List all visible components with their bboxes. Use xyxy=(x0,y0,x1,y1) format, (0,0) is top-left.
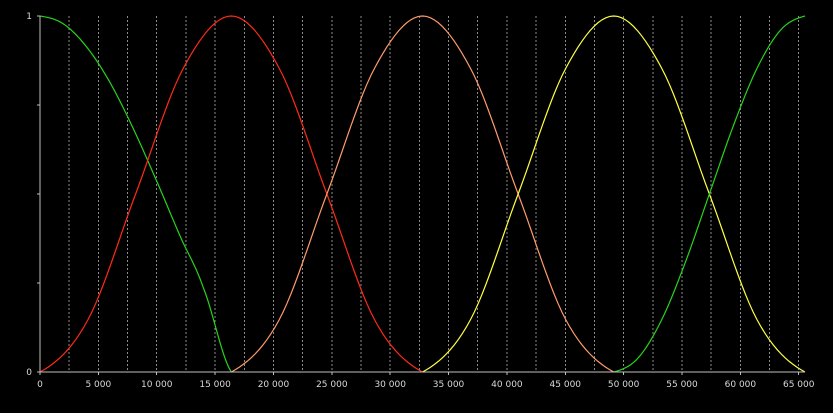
x-tick-label: 50 000 xyxy=(608,380,640,390)
series-layer xyxy=(39,15,806,373)
x-tick-label: 0 xyxy=(37,380,43,390)
x-tick-label: 10 000 xyxy=(141,380,173,390)
series-line-1 xyxy=(39,15,232,373)
x-tick-label: 20 000 xyxy=(258,380,290,390)
x-tick-label: 40 000 xyxy=(491,380,523,390)
series-line-5 xyxy=(613,15,806,373)
series-line-4 xyxy=(422,15,806,373)
x-tick-label: 5 000 xyxy=(85,380,111,390)
y-tick-label: 1 xyxy=(26,12,32,22)
tick-layer: 0 5 000 10 000 15 000 20 000 25 000 30 000 35 0… xyxy=(26,12,814,390)
x-tick-label: 60 000 xyxy=(725,380,757,390)
x-tick-label: 15 000 xyxy=(199,380,231,390)
x-tick-label: 55 000 xyxy=(666,380,698,390)
x-tick-label: 65 000 xyxy=(783,380,815,390)
x-tick-label: 30 000 xyxy=(374,380,406,390)
x-tick-label: 25 000 xyxy=(316,380,348,390)
x-tick-label: 45 000 xyxy=(550,380,582,390)
grid-layer xyxy=(68,16,800,372)
series-line-2 xyxy=(39,15,423,373)
series-line-3 xyxy=(230,15,615,373)
y-tick-label: 0 xyxy=(26,368,32,378)
x-tick-label: 35 000 xyxy=(433,380,465,390)
